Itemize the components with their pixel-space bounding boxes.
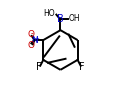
Text: O: O (27, 30, 34, 39)
Text: -: - (31, 29, 33, 38)
Text: +: + (33, 36, 38, 42)
Text: F: F (36, 62, 41, 72)
Text: B: B (57, 14, 63, 24)
Text: F: F (78, 62, 84, 72)
Text: HO: HO (43, 9, 55, 18)
Text: OH: OH (69, 14, 80, 23)
Text: N: N (31, 36, 38, 45)
Text: O: O (27, 41, 34, 50)
